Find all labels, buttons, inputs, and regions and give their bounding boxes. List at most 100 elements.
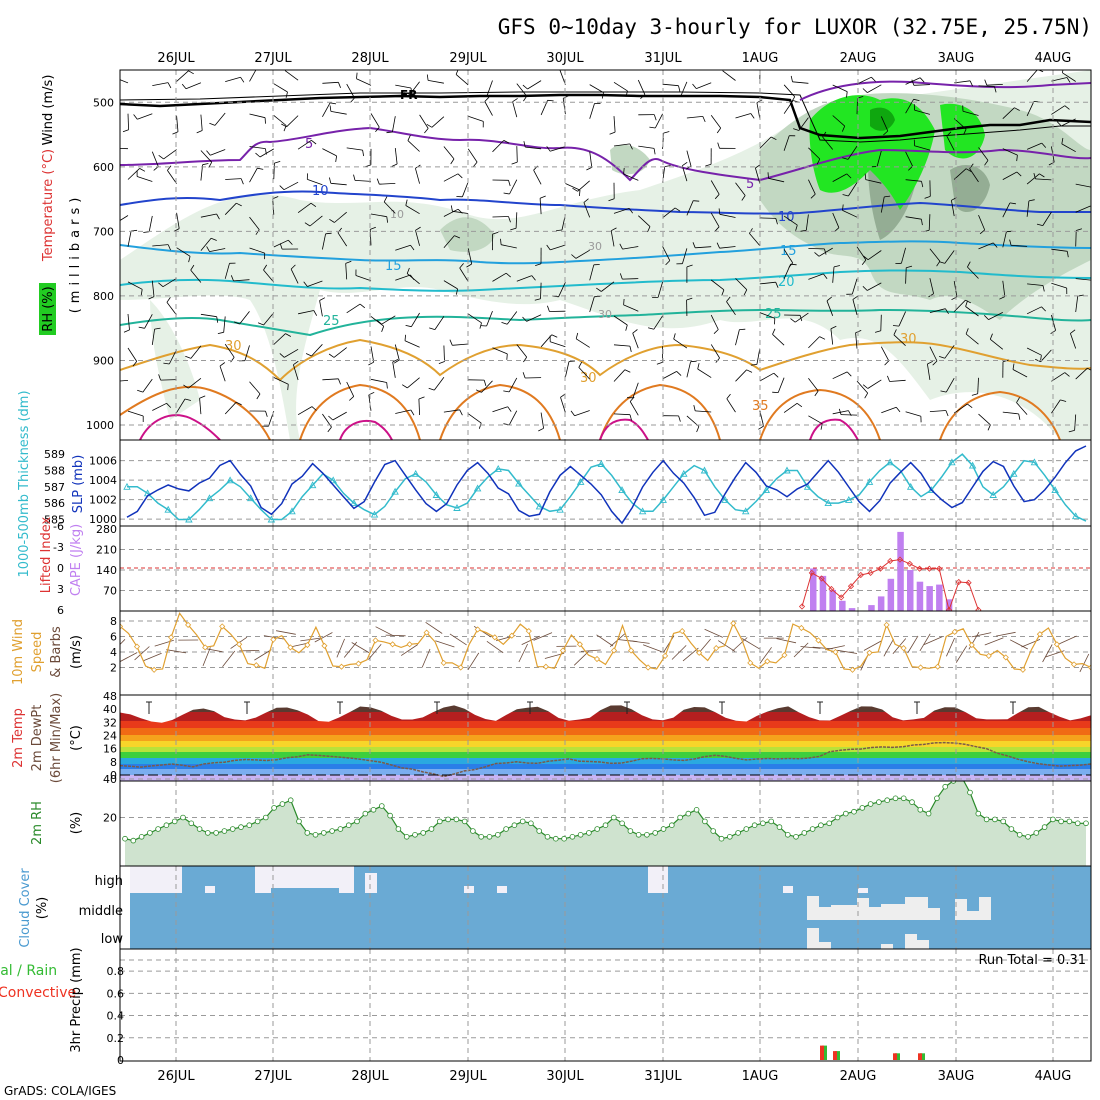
rh2m-marker — [751, 822, 758, 828]
lifted-index-marker — [975, 606, 982, 611]
wind10-barb — [400, 644, 419, 656]
wind-barb — [533, 170, 542, 185]
wind-barb-flag — [505, 272, 511, 278]
wind-barb — [337, 232, 348, 247]
wind-barb-flag — [534, 298, 541, 301]
wind-barb-flag — [483, 379, 487, 387]
wind-barb-flag — [945, 410, 949, 417]
wind-barb — [370, 346, 375, 363]
wind-barb-flag — [647, 327, 655, 330]
wind10-marker — [628, 647, 635, 654]
rh2m-marker — [826, 820, 832, 827]
rh2m-marker — [354, 818, 360, 825]
wind-barb — [867, 282, 882, 291]
wind-barb — [1026, 101, 1035, 117]
wind-barb — [589, 264, 595, 281]
rh2m-marker — [743, 826, 750, 832]
wind-barb — [1002, 202, 1011, 218]
wind-barb — [783, 249, 794, 264]
wind10-marker — [321, 642, 328, 649]
thickness-marker — [308, 481, 317, 489]
wind-barb-flag — [370, 226, 376, 230]
rh2m-marker — [1041, 824, 1048, 830]
wind-barb-flag — [927, 360, 933, 365]
wind-barb — [406, 273, 420, 285]
wind-barb — [120, 79, 129, 84]
wind-barb-flag — [230, 275, 234, 282]
wind-barb-flag — [833, 265, 840, 268]
cape-bar — [848, 608, 856, 611]
wind-barb — [379, 183, 396, 185]
lifted-index-marker — [877, 565, 884, 572]
lifted-index-marker — [857, 571, 864, 579]
wind-barb — [290, 268, 299, 284]
wind-barb-flag — [649, 126, 656, 129]
temperature-contours — [120, 80, 1091, 440]
wind-barb-flag — [110, 376, 112, 382]
wind-barb-flag — [629, 414, 632, 421]
wind-barb-flag — [381, 326, 385, 332]
thickness-line — [127, 453, 1087, 522]
precip-grid — [120, 949, 1091, 1061]
rh2m-marker — [180, 814, 186, 821]
wind-barb-flag — [1012, 363, 1015, 370]
wind-barb-flag — [609, 131, 616, 135]
wind-barb — [623, 173, 639, 181]
wind-barb — [356, 78, 372, 86]
wind-barb — [263, 312, 275, 326]
wind-barb — [526, 314, 542, 322]
wind-barb — [407, 140, 420, 152]
wind-barb-flag — [313, 310, 318, 316]
rh2m-area — [125, 781, 1086, 866]
rh2m-marker — [238, 824, 244, 830]
wind-barb-flag — [987, 424, 991, 431]
wind-barb — [954, 80, 971, 84]
wind10-barb — [486, 640, 504, 654]
wind-barb-flag — [1076, 228, 1083, 231]
rh2m-marker — [876, 799, 882, 805]
thickness-label: 1000-500mb Thickness (dm) — [17, 390, 32, 577]
wind-barb — [467, 413, 482, 424]
wind-barb-flag — [166, 403, 172, 408]
rh2m-marker — [1033, 830, 1040, 836]
wind-barb-flag — [140, 289, 143, 296]
wind-barb — [162, 277, 177, 288]
wind-barb — [622, 278, 639, 280]
wind-barb — [225, 76, 241, 82]
label-30a: 30 — [225, 339, 242, 354]
wind-barb — [783, 84, 795, 97]
label-25a: 25 — [323, 314, 340, 329]
wind-barb-flag — [138, 326, 145, 329]
wind-barb-flag — [790, 75, 793, 82]
rh2m-marker — [867, 801, 874, 807]
wind10-barb — [1042, 644, 1053, 663]
wind-barb-flag — [979, 229, 985, 235]
cloud-gap-mid-4 — [857, 898, 869, 920]
wind-barb-flag — [940, 390, 947, 393]
wind-barb-flag — [575, 332, 579, 339]
wind-barb — [322, 378, 339, 381]
wind-barb — [431, 116, 445, 128]
rh2m-marker — [387, 812, 393, 819]
wind-barb-flag — [110, 142, 112, 148]
wind-barb-flag — [895, 406, 901, 413]
wind-barb-flag — [718, 208, 721, 215]
rh2m-marker — [503, 826, 509, 832]
wind-barb-flag — [862, 286, 868, 291]
wind-barb — [759, 372, 774, 382]
wind10-barb — [984, 637, 1004, 646]
wind10-barb — [573, 651, 589, 666]
wind-barb-flag — [647, 226, 651, 233]
wind-barb — [1002, 171, 1018, 180]
wind-barb — [622, 246, 639, 250]
wind-barb — [856, 98, 858, 115]
rh2m-marker — [801, 830, 808, 836]
x-label-bottom: 28JUL — [351, 1069, 389, 1084]
wind-barb-flag — [415, 226, 421, 231]
wind-barb — [516, 83, 528, 97]
label-10a: 10 — [312, 184, 329, 199]
isotherm-35 — [120, 383, 1061, 440]
wind-barb-flag — [196, 130, 203, 134]
wind-barb — [1051, 399, 1061, 414]
wind-barb-flag — [673, 333, 676, 340]
